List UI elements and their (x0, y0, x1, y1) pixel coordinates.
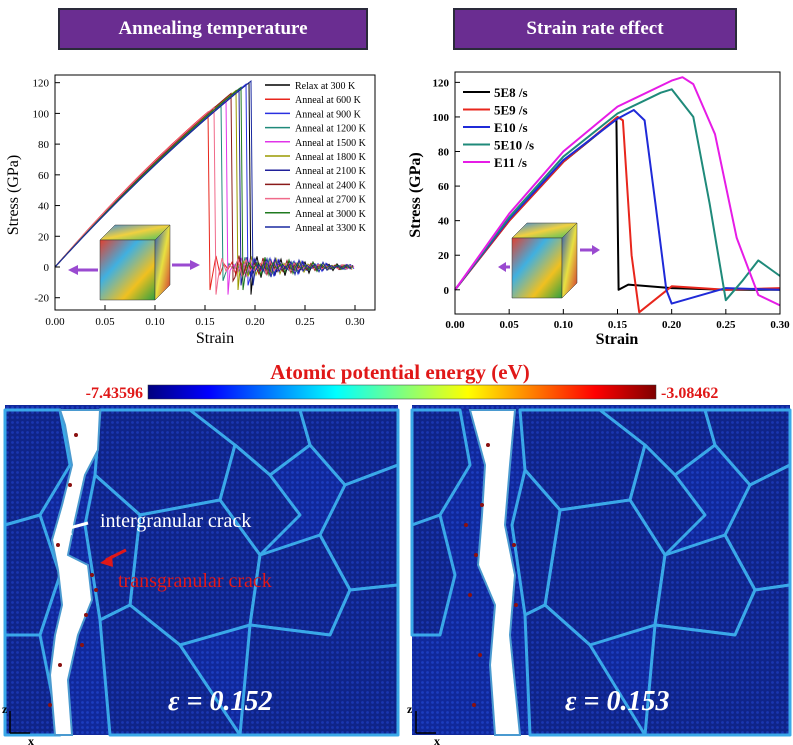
colorbar-gradient (147, 384, 657, 400)
series-line (454, 109, 781, 305)
annealing-chart: 0.00 0.05 0.10 0.15 0.20 0.25 0.30 -20 0 20 40 60 80… (5, 74, 376, 347)
x-tick-label: 0.30 (770, 319, 790, 331)
axis-triad-left: z x (2, 702, 34, 745)
plot-frame (54, 74, 376, 311)
legend-entry: Anneal at 1500 K (295, 138, 367, 149)
x-tick-label: 0.30 (345, 316, 365, 328)
transgranular-crack-label: transgranular crack (118, 570, 272, 592)
series-line (54, 86, 354, 291)
y-tick-label: 0 (44, 262, 50, 274)
legend-entry: 5E8 /s (494, 85, 528, 100)
svg-text:z: z (407, 702, 413, 716)
crack-right (468, 409, 522, 736)
y-tick-label: 40 (438, 216, 450, 228)
legend-entry: Relax at 300 K (295, 81, 356, 92)
legend-entry: Anneal at 3300 K (295, 223, 367, 234)
series-line (54, 80, 352, 286)
svg-text:x: x (28, 734, 34, 745)
y-tick-label: 20 (438, 250, 450, 262)
series-line (454, 115, 781, 314)
strain-value-right: ε = 0.153 (565, 686, 669, 717)
energy-colorbar: Atomic potential energy (eV) -7.43596 -3… (86, 360, 719, 402)
x-axis-label: Strain (196, 330, 234, 347)
legend-entry: Anneal at 900 K (295, 109, 362, 120)
y-tick-label: 0 (444, 285, 450, 297)
legend-entry: 5E10 /s (494, 138, 534, 153)
intergranular-crack-label: intergranular crack (100, 510, 251, 532)
x-tick-label: 0.10 (145, 316, 165, 328)
x-tick-label: 0.15 (608, 319, 628, 331)
colorbar-title: Atomic potential energy (eV) (270, 360, 530, 384)
y-tick-label: 120 (433, 77, 450, 89)
legend-entry: E10 /s (494, 120, 528, 135)
svg-text:z: z (2, 702, 8, 716)
y-tick-label: 40 (38, 201, 50, 213)
strain-rate-chart: 0.00 0.05 0.10 0.15 0.20 0.25 0.30 0 20 40 60 80 100… (407, 71, 790, 348)
legend-entry: E11 /s (494, 155, 527, 170)
x-tick-label: 0.00 (445, 319, 465, 331)
x-tick-label: 0.05 (500, 319, 520, 331)
x-tick-label: 0.15 (195, 316, 215, 328)
x-tick-label: 0.25 (295, 316, 315, 328)
legend-entry: Anneal at 2700 K (295, 195, 367, 206)
y-tick-label: 60 (438, 181, 450, 193)
legend-entry: Anneal at 2400 K (295, 180, 367, 191)
axis-triad-right: z x (407, 702, 440, 745)
y-tick-label: 80 (438, 147, 450, 159)
legend-entry: Anneal at 3000 K (295, 209, 367, 220)
y-tick-label: 120 (33, 78, 50, 90)
snapshot-left: intergranular crack transgranular crack … (2, 405, 400, 745)
grain-cube-illustration (498, 222, 600, 299)
x-axis-label: Strain (596, 331, 639, 348)
colorbar-min: -7.43596 (86, 385, 143, 402)
y-tick-label: 100 (433, 112, 450, 124)
y-tick-label: 20 (38, 231, 50, 243)
y-axis-label: Stress (GPa) (407, 152, 424, 237)
legend-entry: Anneal at 1200 K (295, 124, 367, 135)
crack-left (48, 409, 102, 736)
snapshot-right: ε = 0.153 z x (407, 405, 792, 745)
legend-entry: Anneal at 2100 K (295, 166, 367, 177)
y-tick-label: 60 (38, 170, 50, 182)
x-tick-label: 0.20 (245, 316, 265, 328)
y-tick-label: 100 (33, 108, 50, 120)
series-line (54, 92, 352, 283)
x-tick-label: 0.05 (95, 316, 115, 328)
legend-entry: Anneal at 600 K (295, 95, 362, 106)
atomistic-snapshots: intergranular crack transgranular crack … (2, 405, 792, 745)
strain-rate-banner: Strain rate effect (453, 8, 737, 50)
x-tick-label: 0.10 (554, 319, 574, 331)
y-tick-label: -20 (34, 293, 49, 305)
y-tick-label: 80 (38, 139, 50, 151)
legend-entry: 5E9 /s (494, 103, 528, 118)
grain-cube-illustration (68, 224, 200, 301)
annealing-banner: Annealing temperature (58, 8, 368, 50)
x-tick-label: 0.25 (716, 319, 736, 331)
series-line (54, 106, 355, 295)
svg-text:x: x (434, 734, 440, 745)
colorbar-max: -3.08462 (661, 385, 718, 402)
series-line (454, 88, 781, 302)
y-axis-label: Stress (GPa) (5, 155, 22, 235)
series-line (454, 76, 781, 307)
strain-value-left: ε = 0.152 (168, 686, 272, 717)
legend-entry: Anneal at 1800 K (295, 152, 367, 163)
x-tick-label: 0.20 (662, 319, 682, 331)
x-tick-label: 0.00 (45, 316, 65, 328)
